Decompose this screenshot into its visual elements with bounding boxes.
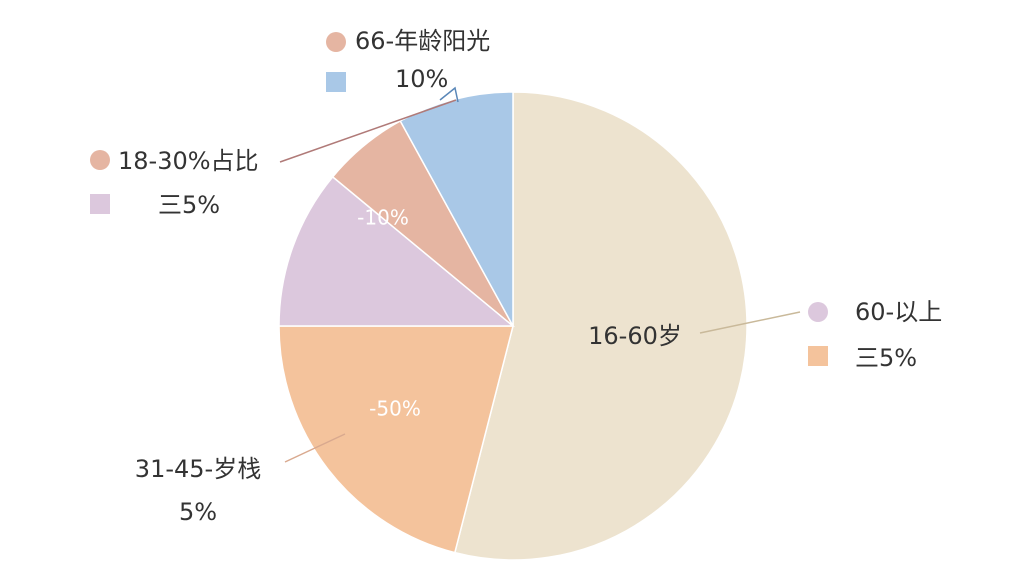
annotation: 三5% bbox=[158, 191, 220, 219]
pie-slice bbox=[278, 325, 514, 554]
annotation: -50% bbox=[369, 397, 421, 421]
leader-line bbox=[284, 433, 346, 463]
legend-dot bbox=[90, 150, 110, 170]
annotation: 66-年龄阳光 bbox=[355, 27, 490, 55]
annotation: -10% bbox=[357, 206, 409, 230]
annotation: 三5% bbox=[855, 344, 917, 372]
leader-line bbox=[439, 86, 459, 103]
annotation: 18-30%占比 bbox=[118, 147, 259, 175]
legend-dot bbox=[326, 32, 346, 52]
leader-line bbox=[699, 311, 801, 334]
pie-slice bbox=[278, 175, 516, 327]
legend-dot bbox=[808, 302, 828, 322]
annotation: 60-以上 bbox=[855, 298, 942, 326]
legend-square bbox=[90, 194, 110, 214]
annotation: 10% bbox=[395, 65, 448, 93]
annotation: 31-45-岁栈 bbox=[135, 455, 261, 483]
annotation: 5% bbox=[179, 498, 217, 526]
decorations bbox=[90, 32, 828, 463]
leader-line bbox=[279, 99, 457, 163]
legend-square bbox=[326, 72, 346, 92]
legend-square bbox=[808, 346, 828, 366]
annotation: 16-60岁 bbox=[588, 322, 682, 350]
pie-slice bbox=[453, 91, 748, 561]
